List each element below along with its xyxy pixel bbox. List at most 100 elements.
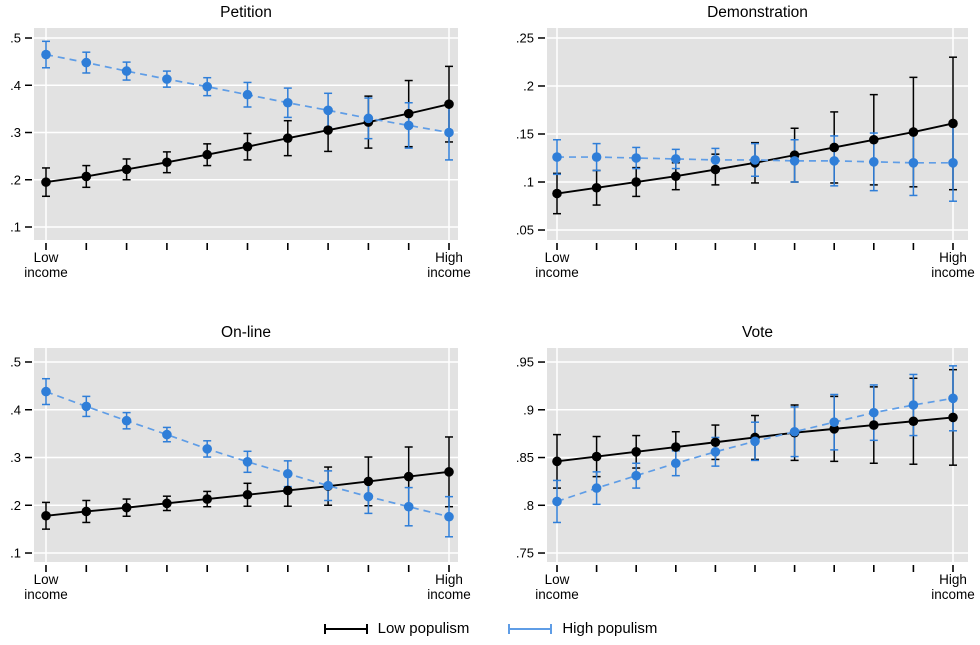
series-low-populism: [41, 467, 454, 521]
legend-item-high-populism: High populism: [507, 620, 657, 637]
legend: Low populism High populism: [0, 612, 980, 645]
data-point: [202, 81, 212, 92]
y-tick-label: .2: [10, 498, 21, 513]
y-tick-label: .1: [523, 175, 534, 190]
data-point: [403, 471, 414, 482]
x-axis-low-label: income: [535, 587, 579, 602]
data-point: [908, 416, 919, 427]
x-axis-high-label: High: [435, 572, 463, 587]
data-point: [631, 153, 641, 163]
y-tick-label: .85: [516, 450, 534, 465]
data-point: [202, 149, 212, 160]
data-point: [444, 127, 454, 138]
y-tick-label: .15: [516, 127, 534, 142]
data-point: [242, 489, 253, 500]
data-point: [789, 156, 800, 166]
data-point: [162, 498, 172, 509]
data-point: [869, 407, 879, 418]
y-tick-label: .5: [10, 354, 21, 369]
series-high-populism: [41, 386, 454, 522]
data-point: [591, 483, 602, 493]
data-point: [591, 451, 602, 462]
data-point: [162, 74, 172, 84]
data-point: [121, 502, 132, 513]
x-axis-high-label: income: [931, 265, 975, 280]
data-point: [591, 182, 602, 193]
y-tick-label: .4: [10, 402, 21, 417]
data-point: [829, 156, 839, 166]
data-point: [671, 154, 681, 164]
y-tick-label: .2: [10, 172, 21, 187]
data-point: [948, 158, 958, 168]
data-point: [444, 99, 454, 109]
data-point: [202, 494, 212, 504]
data-point: [829, 424, 839, 434]
data-point: [908, 127, 919, 137]
data-point: [81, 57, 92, 68]
series-high-populism: [552, 393, 958, 507]
data-point: [671, 458, 681, 469]
x-axis-high-label: income: [427, 265, 471, 280]
data-point: [829, 417, 839, 427]
data-point: [552, 496, 562, 507]
data-point: [121, 415, 132, 426]
x-axis-high-label: High: [939, 572, 967, 587]
data-point: [869, 420, 879, 430]
x-axis-low-label: income: [24, 587, 68, 602]
panel-title: Petition: [220, 4, 272, 21]
data-point: [323, 480, 333, 491]
data-point: [242, 89, 253, 100]
data-point: [81, 506, 92, 517]
y-tick-label: .1: [10, 220, 21, 235]
y-tick-label: .4: [10, 78, 21, 93]
x-axis-high-label: income: [427, 587, 471, 602]
data-point: [403, 108, 414, 119]
data-point: [750, 155, 760, 165]
data-point: [631, 447, 641, 457]
data-point: [41, 49, 51, 60]
legend-label-low-populism: Low populism: [377, 620, 470, 637]
data-point: [948, 118, 958, 129]
y-tick-label: .5: [10, 31, 21, 46]
data-point: [444, 511, 454, 522]
data-point: [41, 510, 51, 521]
data-point: [403, 120, 414, 131]
data-point: [283, 485, 293, 496]
panel-title: On-line: [221, 324, 271, 341]
panel-title: Vote: [742, 324, 773, 341]
x-axis-low-label: Low: [545, 250, 570, 265]
x-axis-low-label: income: [535, 265, 579, 280]
data-point: [403, 501, 414, 512]
data-point: [323, 105, 333, 116]
y-tick-label: .1: [10, 546, 21, 561]
plot-area: [34, 348, 458, 562]
data-point: [948, 412, 958, 423]
data-point: [671, 171, 681, 182]
y-tick-label: .8: [523, 498, 534, 513]
data-point: [162, 157, 172, 168]
data-point: [363, 491, 374, 502]
data-point: [908, 400, 919, 410]
data-point: [363, 476, 374, 487]
y-tick-label: .05: [516, 223, 534, 238]
series-high-populism: [41, 49, 454, 138]
y-tick-label: .2: [523, 78, 534, 93]
data-point: [710, 155, 721, 165]
data-point: [869, 134, 879, 145]
data-point: [829, 142, 839, 153]
data-point: [162, 429, 172, 440]
data-point: [121, 66, 132, 76]
data-point: [710, 447, 721, 457]
data-point: [363, 113, 374, 124]
data-point: [41, 386, 51, 397]
data-point: [552, 456, 562, 467]
y-tick-label: .3: [10, 125, 21, 140]
high-populism-key-icon: [508, 623, 553, 634]
y-tick-label: .3: [10, 450, 21, 465]
data-point: [81, 401, 92, 412]
data-point: [202, 444, 212, 454]
